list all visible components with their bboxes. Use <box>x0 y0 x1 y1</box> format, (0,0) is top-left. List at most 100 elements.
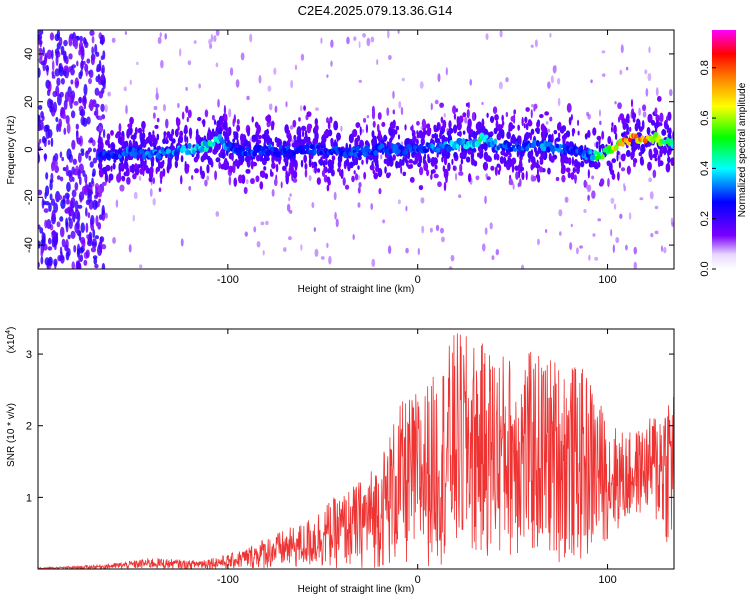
spectrogram-noise-cell <box>87 212 91 219</box>
spectrogram-band-cell <box>119 163 125 169</box>
spectrogram-band-cell <box>465 156 471 163</box>
spectrogram-band-cell <box>237 174 243 184</box>
spectrogram-noise-cell <box>550 75 554 84</box>
spectrogram-band-cell <box>577 130 580 136</box>
spectrogram-band-cell <box>639 156 644 166</box>
spectrogram-band-cell <box>150 160 155 168</box>
spectrogram-noise-cell <box>376 59 379 66</box>
spectrogram-band-cell <box>340 172 344 179</box>
spectrogram-band-cell <box>121 135 125 143</box>
spectrogram-band-cell <box>421 118 427 129</box>
spectrogram-noise-cell <box>51 49 54 60</box>
spectrogram-band-cell <box>301 130 305 138</box>
spectrogram-band-cell <box>389 137 393 144</box>
spectrogram-noise-cell <box>96 67 100 73</box>
spectrogram-band-cell <box>266 128 269 135</box>
spectrogram-band-cell <box>304 130 308 137</box>
spectrogram-noise-cell <box>102 83 106 90</box>
spectrogram-band-cell <box>188 186 192 191</box>
spectrogram-ridge-cell <box>242 151 249 157</box>
spectrogram-band-cell <box>125 167 130 177</box>
spectrogram-band-cell <box>426 123 431 130</box>
spectrogram-band-cell <box>228 152 234 160</box>
spectrogram-band-cell <box>353 170 356 175</box>
snr-series-line <box>38 333 674 569</box>
spectrogram-noise-cell <box>437 73 441 82</box>
spectrogram-noise-cell <box>330 60 333 67</box>
colorbar-label: Normalized spectral amplitude <box>737 82 748 217</box>
spectrogram-band-cell <box>195 134 200 142</box>
spectrogram-band-cell <box>271 162 276 169</box>
spectrogram-band-cell <box>536 167 539 177</box>
spectrogram-band-cell <box>561 134 567 141</box>
spectrogram-ridge-cell <box>231 142 236 149</box>
spectrogram-band-cell <box>111 145 115 153</box>
spectrogram-noise-cell <box>458 194 462 199</box>
spectrogram-ridge-cell <box>212 141 216 147</box>
spectrogram-noise-cell <box>85 222 89 234</box>
spectrogram-band-cell <box>567 172 571 179</box>
spectrogram-band-cell <box>560 161 564 168</box>
spectrogram-band-cell <box>511 134 516 144</box>
spectrogram-noise-cell <box>371 258 376 268</box>
spectrogram-band-cell <box>273 178 278 187</box>
spectrogram-band-cell <box>98 125 103 132</box>
spectrogram-ridge-cell <box>276 150 281 158</box>
spectrogram-noise-cell <box>47 139 51 146</box>
spectrogram-marks <box>38 30 674 269</box>
spectrogram-ridge-cell <box>488 136 493 143</box>
spectrogram-noise-cell <box>157 36 162 44</box>
spectrogram-noise-cell <box>262 249 265 256</box>
spectrogram-band-cell <box>412 131 416 137</box>
spectrogram-band-cell <box>141 120 146 130</box>
spectrogram-noise-cell <box>648 177 653 183</box>
spectrogram-noise-cell <box>124 30 128 35</box>
spectrogram-noise-cell <box>669 88 673 97</box>
spectrogram-band-cell <box>392 109 396 115</box>
snr-multiplier-close: ) <box>6 327 17 330</box>
spectrogram-band-cell <box>440 116 443 123</box>
spectrogram-band-cell <box>156 133 160 141</box>
spectrogram-band-cell <box>629 126 632 132</box>
spectrogram-noise-cell <box>66 122 71 134</box>
spectrogram-band-cell <box>174 160 179 169</box>
spectrogram-noise-cell <box>47 98 53 109</box>
spectrogram-band-cell <box>226 135 230 144</box>
spectrogram-band-cell <box>372 169 376 174</box>
spectrogram-noise-cell <box>282 247 287 252</box>
spectrogram-band-cell <box>555 137 561 142</box>
spectrogram-band-cell <box>220 163 225 170</box>
spectrogram-band-cell <box>475 130 479 136</box>
spectrogram-noise-cell <box>38 104 43 111</box>
spectrogram-band-cell <box>654 157 658 162</box>
spectrogram-noise-cell <box>39 39 43 45</box>
spectrogram-band-cell <box>624 130 630 136</box>
spectrogram-band-cell <box>437 181 442 188</box>
spectrogram-band-cell <box>485 153 489 162</box>
spectrogram-band-cell <box>490 165 495 171</box>
spectrogram-ridge-cell <box>355 145 360 153</box>
spectrogram-panel: -100 0 100 -40 -20 0 20 40 Height of straight l… <box>6 29 675 295</box>
spectrogram-band-cell <box>598 144 602 153</box>
spectrogram-band-cell <box>525 107 530 112</box>
spectrogram-band-cell <box>232 163 236 174</box>
spectrogram-noise-cell <box>43 208 49 213</box>
spectrogram-noise-cell <box>71 189 77 198</box>
spectrogram-y-tick-label: 0 <box>23 146 35 152</box>
spectrogram-noise-cell <box>346 36 350 45</box>
spectrogram-noise-cell <box>591 175 595 180</box>
spectrogram-band-cell <box>378 188 382 195</box>
spectrogram-band-cell <box>213 145 219 153</box>
spectrogram-ridge-cell <box>588 150 593 155</box>
spectrogram-band-cell <box>497 169 501 176</box>
spectrogram-noise-cell <box>162 103 167 112</box>
spectrogram-noise-cell <box>380 154 383 160</box>
spectrogram-noise-cell <box>405 247 409 254</box>
spectrogram-band-cell <box>386 107 390 117</box>
spectrogram-band-cell <box>495 119 499 130</box>
spectrogram-band-cell <box>362 117 367 123</box>
spectrogram-noise-cell <box>39 227 44 234</box>
spectrogram-band-cell <box>618 161 621 169</box>
spectrogram-band-cell <box>399 158 402 163</box>
spectrogram-noise-cell <box>388 54 392 60</box>
